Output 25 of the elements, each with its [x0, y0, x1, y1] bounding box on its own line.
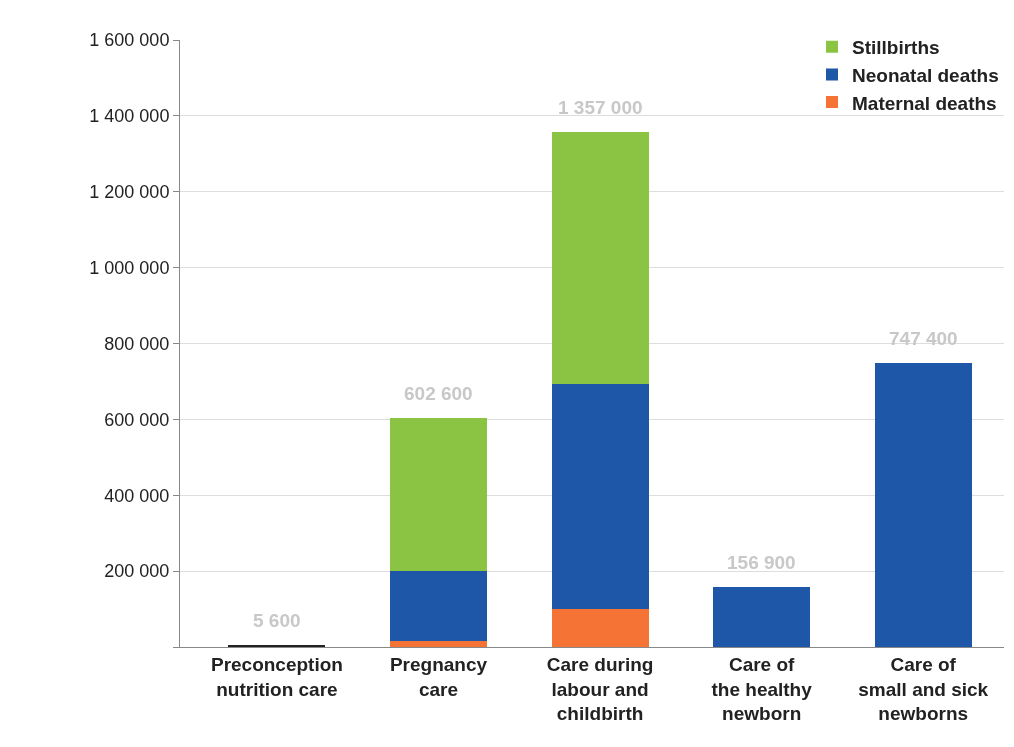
bar: [551, 383, 649, 610]
y-tick-label: 200 000: [104, 561, 170, 582]
bar: [390, 571, 487, 641]
x-tick-label: Pregnancy care: [389, 653, 488, 700]
y-tick-label: 1 600 000: [89, 30, 170, 51]
bar: [713, 587, 811, 647]
legend-label: Neonatal deaths: [852, 64, 999, 86]
bar: [390, 640, 487, 647]
x-tick-label: Care of small and sick newborns: [858, 653, 989, 725]
y-tick-label: 1 400 000: [89, 106, 170, 127]
bar: [228, 644, 326, 647]
bar: [551, 132, 649, 384]
y-tick-label: 600 000: [104, 409, 170, 430]
bar: [390, 418, 487, 572]
x-tick-label: Preconception nutrition care: [210, 653, 343, 700]
x-tick-label: Care of the healthy newborn: [711, 653, 813, 725]
legend-label: Stillbirths: [852, 37, 940, 59]
y-tick-label: 400 000: [104, 485, 170, 506]
y-tick-label: 800 000: [104, 333, 170, 354]
y-tick-label: 1 200 000: [89, 182, 170, 203]
y-tick-label: 1 000 000: [89, 257, 170, 278]
bar: [551, 609, 649, 647]
legend-label: Maternal deaths: [852, 92, 997, 114]
bar: [874, 363, 972, 647]
x-tick-label: Care during labour and childbirth: [546, 653, 654, 725]
